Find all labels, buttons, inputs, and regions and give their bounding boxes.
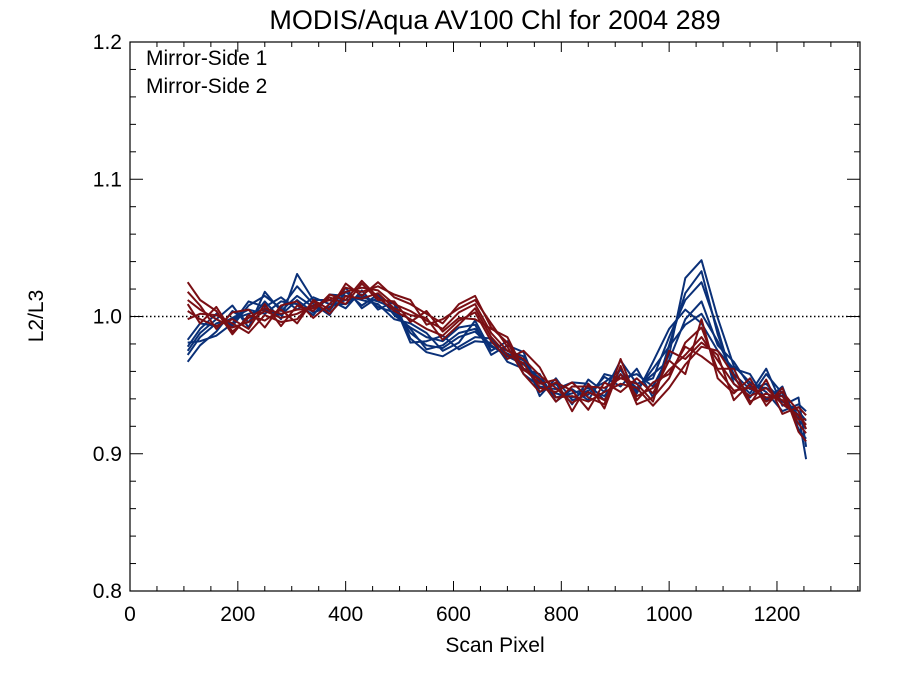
axis-ticks: [129, 41, 860, 592]
y-axis-label: L2/L3: [25, 290, 48, 343]
y-tick-label: 1.0: [93, 306, 122, 329]
y-tick-label: 0.8: [93, 580, 122, 603]
y-tick-label: 1.1: [93, 168, 122, 191]
axis-tick-labels: 0 200 400 600 800 1000 1200 0.8 0.9 1.0 1.1 1.2: [93, 31, 801, 626]
series-2: [186, 279, 808, 443]
x-axis-label: Scan Pixel: [445, 634, 544, 657]
y-tick-label: 0.9: [93, 443, 122, 466]
legend-entry-mirror-side-2: Mirror-Side 2: [146, 75, 267, 98]
x-tick-label: 800: [544, 603, 579, 626]
x-tick-label: 1200: [754, 603, 801, 626]
x-tick-label: 600: [436, 603, 471, 626]
series-2-line: [186, 282, 808, 430]
series-layer: [186, 259, 808, 460]
x-tick-label: 1000: [646, 603, 693, 626]
legend-entry-mirror-side-1: Mirror-Side 1: [146, 47, 267, 70]
y-tick-label: 1.2: [93, 31, 122, 54]
x-tick-label: 200: [220, 603, 255, 626]
series-2-line: [187, 292, 807, 421]
x-tick-label: 400: [328, 603, 363, 626]
x-tick-label: 0: [124, 603, 136, 626]
chart-title: MODIS/Aqua AV100 Chl for 2004 289: [269, 5, 720, 35]
